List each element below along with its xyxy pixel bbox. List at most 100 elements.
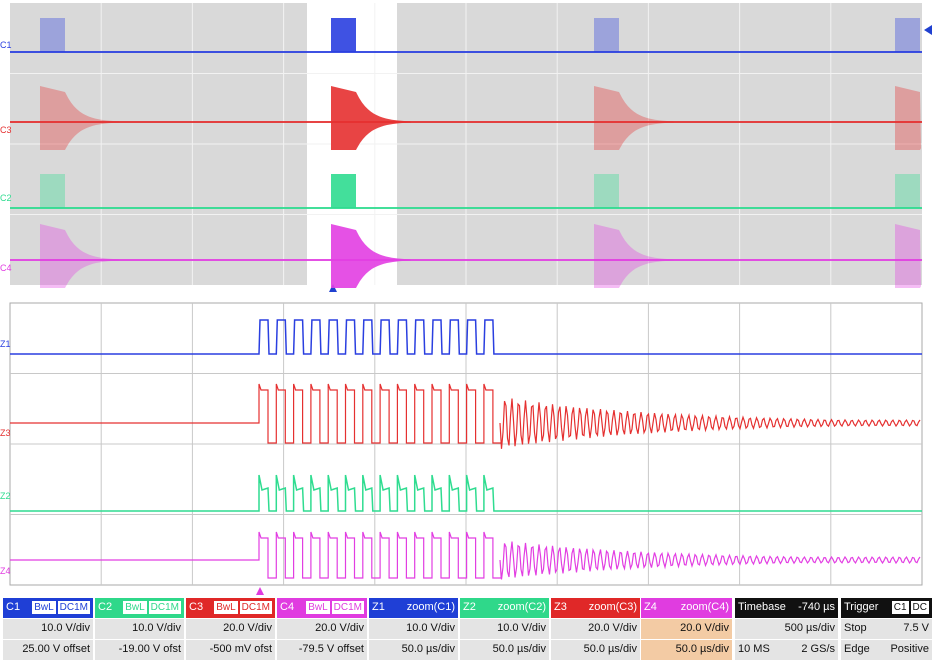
tag: DC1M xyxy=(331,601,364,614)
box-row: 20.0 V/div xyxy=(186,619,275,639)
trace-label: C4 xyxy=(0,263,12,273)
box-row: -79.5 V offset xyxy=(277,640,367,660)
info-box: Trigger C1 DC Stop 7.5 V Edge Positive xyxy=(841,598,932,660)
tag: DC1M xyxy=(57,601,90,614)
info-box: Z1 zoom(C1) 10.0 V/div 50.0 µs/div xyxy=(369,598,458,660)
info-box: C2 BwL DC1M 10.0 V/div -19.00 V ofst xyxy=(95,598,184,660)
zoom-source: zoom(C3) xyxy=(588,601,637,613)
level-marker xyxy=(924,25,932,35)
burst xyxy=(895,174,920,208)
tag: DC1M xyxy=(239,601,272,614)
timebase-delay: -740 µs xyxy=(798,601,835,613)
trace xyxy=(10,319,922,355)
timebase: 50.0 µs/div xyxy=(401,643,455,655)
channel-tags: BwL DC1M xyxy=(212,601,272,614)
trace-label: Z3 xyxy=(0,428,11,438)
sample-rate: 2 GS/s xyxy=(801,643,835,655)
box-row: 10.0 V/div xyxy=(460,619,549,639)
tag: DC1M xyxy=(148,601,181,614)
box-row: 10.0 V/div xyxy=(369,619,458,639)
trigger-type: Edge xyxy=(844,643,870,655)
box-row: 50.0 µs/div xyxy=(641,640,732,660)
trace-label: C2 xyxy=(0,193,12,203)
info-box: C4 BwL DC1M 20.0 V/div -79.5 V offset xyxy=(277,598,367,660)
channel-label: C4 xyxy=(280,601,295,613)
offset: -79.5 V offset xyxy=(298,643,364,655)
zoom-source: zoom(C2) xyxy=(497,601,546,613)
box-row: -500 mV ofst xyxy=(186,640,275,660)
trace-label: Z2 xyxy=(0,491,11,501)
box-header: C1 BwL DC1M xyxy=(3,598,93,618)
timebase: 50.0 µs/div xyxy=(675,643,729,655)
scale: 20.0 V/div xyxy=(223,622,272,634)
info-box: Z4 zoom(C4) 20.0 V/div 50.0 µs/div xyxy=(641,598,732,660)
info-box: C3 BwL DC1M 20.0 V/div -500 mV ofst xyxy=(186,598,275,660)
zoom-source: zoom(C4) xyxy=(680,601,729,613)
tag: C1 xyxy=(891,601,909,614)
scale: 10.0 V/div xyxy=(497,622,546,634)
trace xyxy=(10,383,921,449)
info-box: C1 BwL DC1M 10.0 V/div 25.00 V offset xyxy=(3,598,93,660)
trace xyxy=(10,531,921,580)
burst xyxy=(331,224,411,288)
trace-label: C1 xyxy=(0,40,12,50)
burst xyxy=(594,174,619,208)
box-header: C2 BwL DC1M xyxy=(95,598,184,618)
box-row: 20.0 V/div xyxy=(641,619,732,639)
timebase: 50.0 µs/div xyxy=(492,643,546,655)
box-row: 10 MS 2 GS/s xyxy=(735,640,838,660)
channel-tags: BwL DC1M xyxy=(121,601,181,614)
box-row: 10.0 V/div xyxy=(3,619,93,639)
tag: BwL xyxy=(214,601,238,614)
zoom-label: Z2 xyxy=(463,601,476,613)
zoom-label: Z1 xyxy=(372,601,385,613)
trace-label: Z1 xyxy=(0,339,11,349)
burst xyxy=(40,174,65,208)
box-header: Z2 zoom(C2) xyxy=(460,598,549,618)
trigger-marker xyxy=(256,587,264,595)
box-row: 500 µs/div xyxy=(735,619,838,639)
burst xyxy=(594,224,674,288)
scale: 10.0 V/div xyxy=(41,622,90,634)
burst xyxy=(331,86,411,150)
info-box: Timebase -740 µs 500 µs/div 10 MS 2 GS/s xyxy=(735,598,838,660)
box-header: C4 BwL DC1M xyxy=(277,598,367,618)
offset: -500 mV ofst xyxy=(209,643,272,655)
trigger-level: 7.5 V xyxy=(903,622,929,634)
trigger-label: Trigger xyxy=(844,601,879,613)
box-header: Z1 zoom(C1) xyxy=(369,598,458,618)
tag: BwL xyxy=(123,601,147,614)
zoom-label: Z4 xyxy=(644,601,657,613)
scale: 20.0 V/div xyxy=(588,622,637,634)
trigger-slope: Positive xyxy=(890,643,929,655)
scope-display: C1 C3 C2 C4 Z1 Z3 Z2 Z4 xyxy=(0,3,932,595)
burst xyxy=(331,174,356,208)
trace-label: Z4 xyxy=(0,566,11,576)
channel-tags: BwL DC1M xyxy=(304,601,364,614)
box-header: C3 BwL DC1M xyxy=(186,598,275,618)
box-row: Stop 7.5 V xyxy=(841,619,932,639)
burst xyxy=(40,18,65,52)
offset: -19.00 V ofst xyxy=(118,643,181,655)
box-row: 50.0 µs/div xyxy=(551,640,640,660)
channel-label: C2 xyxy=(98,601,113,613)
samples: 10 MS xyxy=(738,643,770,655)
channel-tags: BwL DC1M xyxy=(30,601,90,614)
box-header: Z4 zoom(C4) xyxy=(641,598,732,618)
trace-label: C3 xyxy=(0,125,12,135)
scale: 20.0 V/div xyxy=(680,622,729,634)
burst xyxy=(594,86,674,150)
box-row: 25.00 V offset xyxy=(3,640,93,660)
info-box: Z2 zoom(C2) 10.0 V/div 50.0 µs/div xyxy=(460,598,549,660)
box-row: 10.0 V/div xyxy=(95,619,184,639)
burst xyxy=(40,86,120,150)
channel-label: C1 xyxy=(6,601,21,613)
burst xyxy=(331,18,356,52)
timebase-label: Timebase xyxy=(738,601,786,613)
box-row: 20.0 V/div xyxy=(277,619,367,639)
tag: DC xyxy=(910,601,929,614)
offset: 25.00 V offset xyxy=(22,643,90,655)
trigger-tags: C1 DC xyxy=(890,601,929,614)
tag: BwL xyxy=(306,601,330,614)
